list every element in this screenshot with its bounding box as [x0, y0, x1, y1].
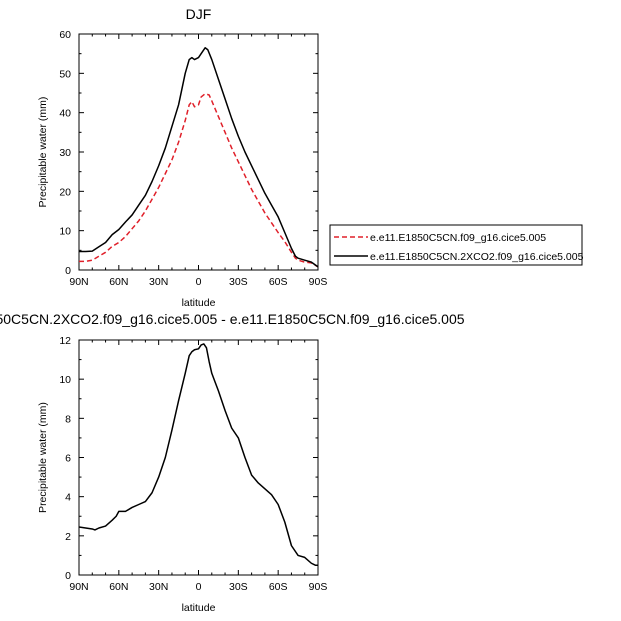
series-line-0 — [79, 93, 318, 268]
top-panel: DJF 90N 60N 30N 0 30S 60S 90S 0 10 20 30 40 50 60 latit… — [37, 6, 327, 309]
chart-title: DJF — [186, 6, 212, 22]
legend-box — [329, 224, 583, 266]
y-tick-label: 8 — [65, 413, 71, 425]
legend-label-0: e.e11.E1850C5CN.f09_g16.cice5.005 — [370, 232, 546, 244]
legend-label-1: e.e11.E1850C5CN.2XCO2.f09_g16.cice5.005 — [370, 251, 584, 263]
y-tick-label: 10 — [59, 226, 71, 238]
y-tick-label: 6 — [65, 453, 71, 465]
legend: e.e11.E1850C5CN.f09_g16.cice5.005 e.e11.E… — [329, 224, 584, 266]
y-axis-label: Precipitable water (mm) — [37, 402, 49, 513]
y-tick-label: 12 — [59, 335, 71, 347]
x-tick-label: 30N — [149, 581, 168, 593]
y-tick-label: 4 — [65, 492, 71, 504]
plot-frame — [78, 33, 319, 271]
x-axis-label: latitude — [182, 297, 216, 309]
y-tick-label: 0 — [65, 570, 71, 582]
x-tick-label: 90S — [309, 581, 328, 593]
y-tick-label: 20 — [59, 186, 71, 198]
series-line-1 — [79, 47, 318, 268]
chart-title: 50C5CN.2XCO2.f09_g16.cice5.005 - e.e11.E… — [0, 311, 465, 327]
x-tick-label: 90N — [69, 276, 88, 288]
bottom-panel: 50C5CN.2XCO2.f09_g16.cice5.005 - e.e11.E… — [0, 311, 465, 614]
y-axis-label: Precipitable water (mm) — [37, 97, 49, 208]
y-tick-label: 10 — [59, 374, 71, 386]
x-axis-label: latitude — [182, 602, 216, 614]
y-tick-label: 40 — [59, 108, 71, 120]
y-tick-label: 2 — [65, 531, 71, 543]
plot-frame — [78, 339, 319, 576]
x-tick-label: 60S — [269, 581, 288, 593]
x-tick-label: 60S — [269, 276, 288, 288]
y-tick-label: 30 — [59, 147, 71, 159]
x-tick-label: 30N — [149, 276, 168, 288]
x-tick-label: 30S — [229, 581, 248, 593]
x-tick-label: 90S — [309, 276, 328, 288]
y-tick-label: 50 — [59, 68, 71, 80]
x-tick-label: 0 — [196, 276, 202, 288]
x-tick-label: 30S — [229, 276, 248, 288]
series-line-0 — [79, 343, 318, 566]
y-tick-label: 60 — [59, 29, 71, 41]
x-tick-label: 90N — [69, 581, 88, 593]
x-tick-label: 60N — [109, 581, 128, 593]
x-tick-label: 60N — [109, 276, 128, 288]
y-tick-label: 0 — [65, 265, 71, 277]
x-tick-label: 0 — [196, 581, 202, 593]
